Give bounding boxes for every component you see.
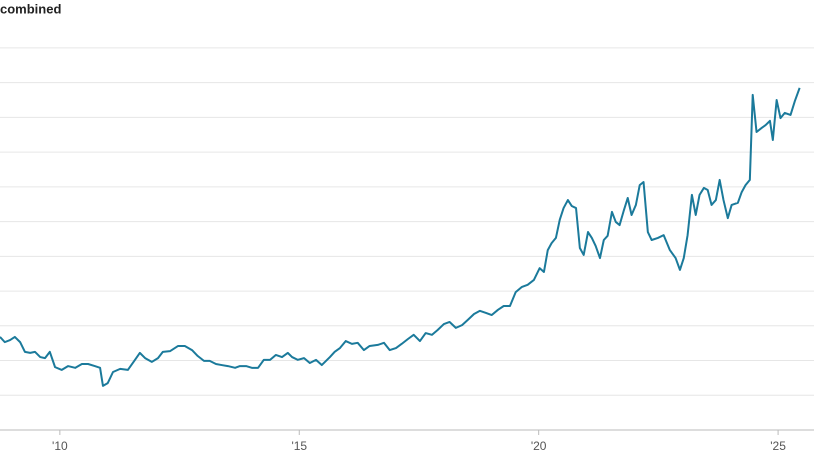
data-line [0,87,801,387]
x-tick-label: '20 [531,439,547,453]
chart-title: combined [0,1,61,16]
x-tick-label: '25 [770,439,786,453]
x-tick-label: '15 [291,439,307,453]
x-tick-label: '10 [52,439,68,453]
